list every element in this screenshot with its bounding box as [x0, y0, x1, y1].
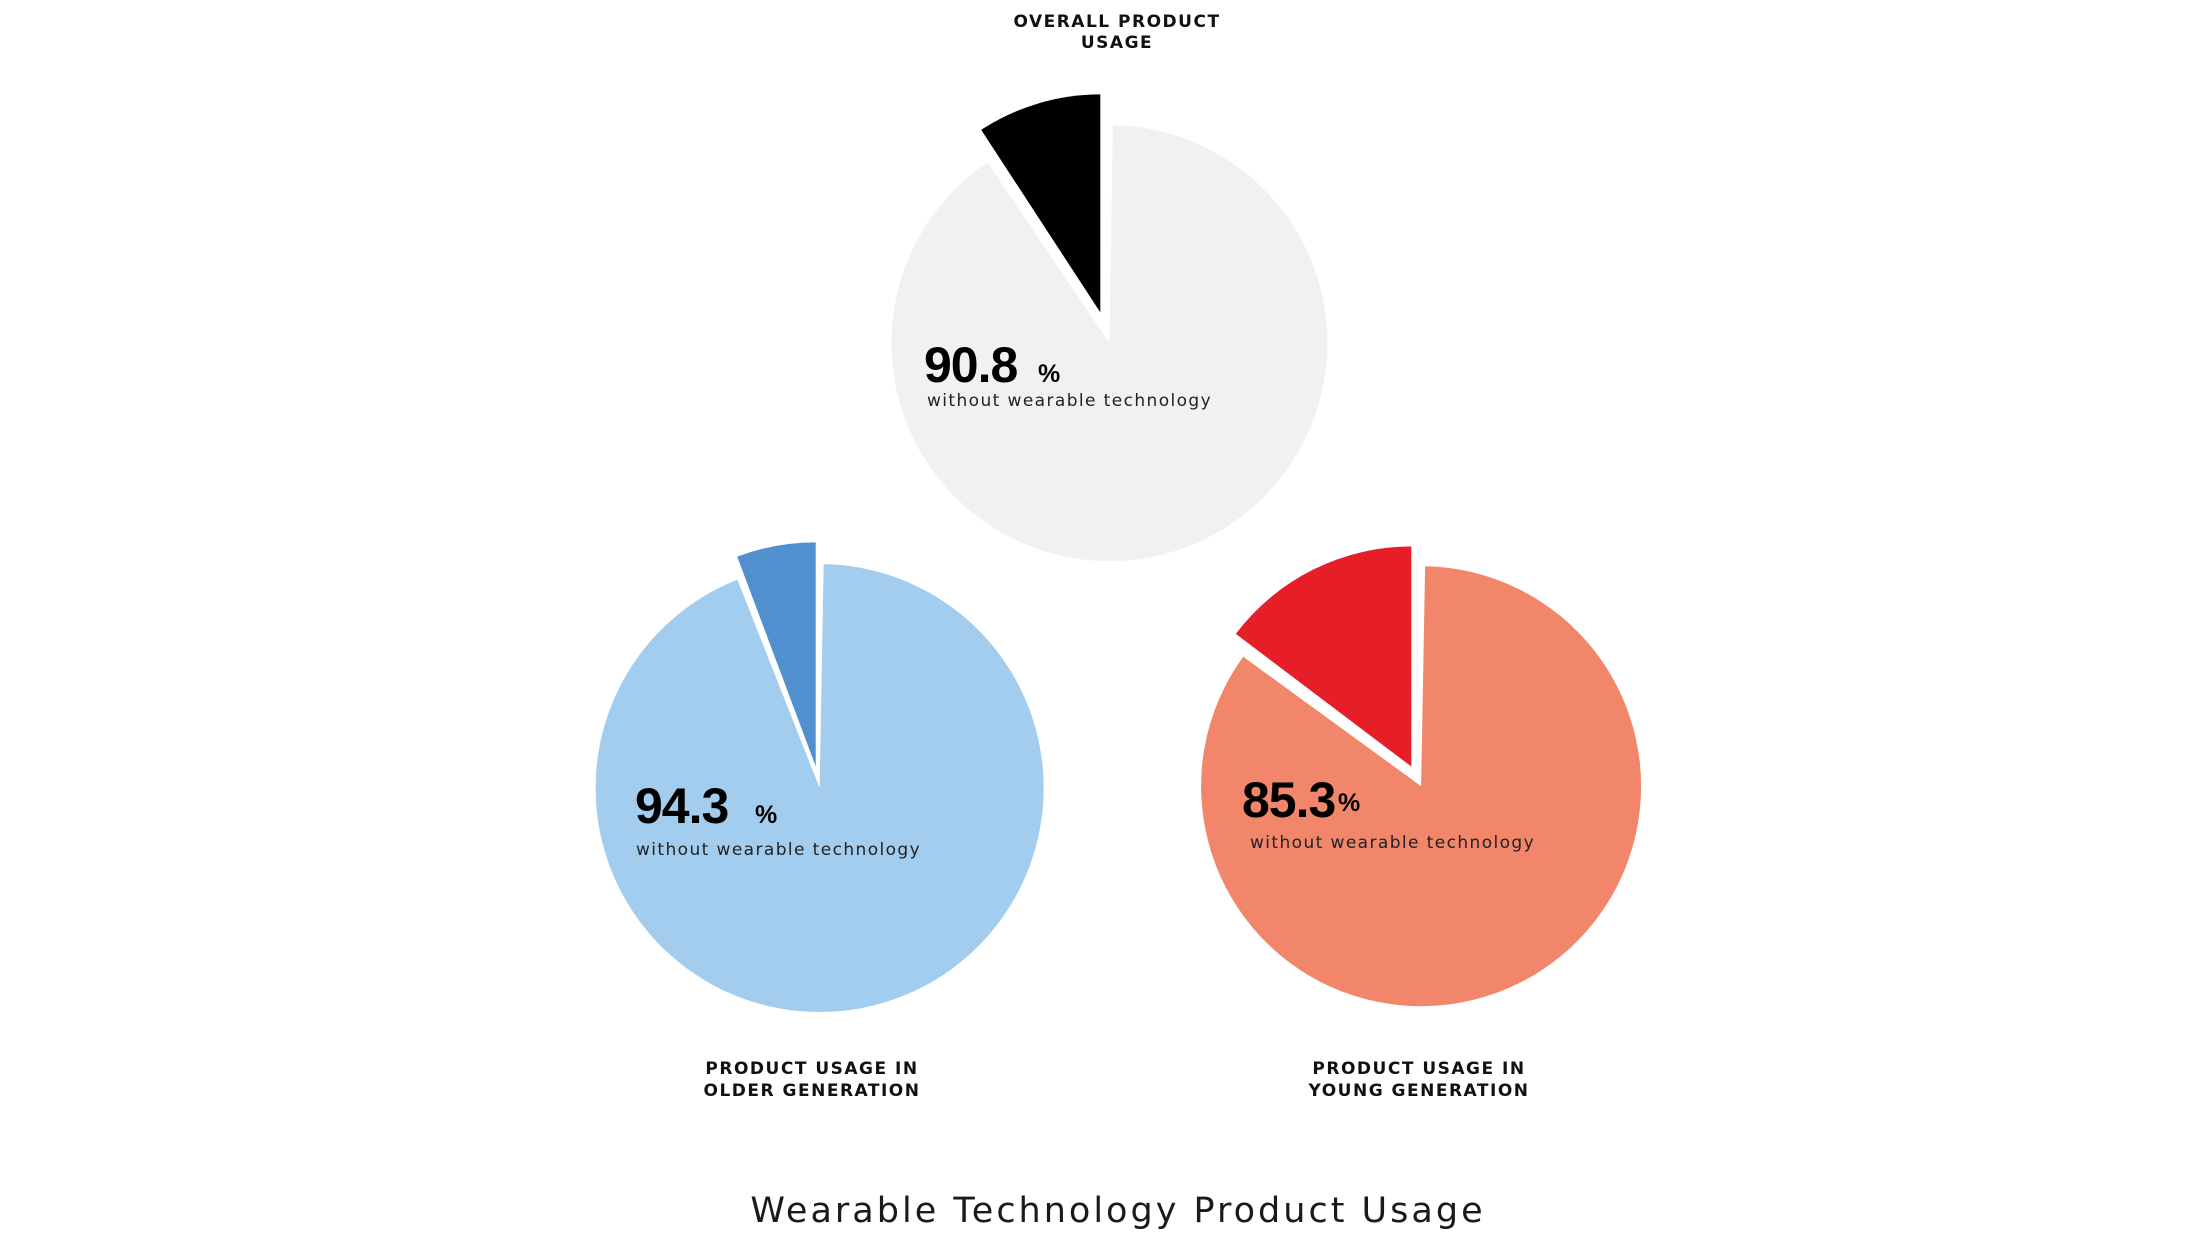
pie-overall-unit-label: % [1038, 360, 1060, 388]
chart-main-title: Wearable Technology Product Usage [750, 1191, 1485, 1231]
pie-older-unit-label: % [755, 801, 777, 829]
pie-older-title-line2: OLDER GENERATION [704, 1081, 921, 1101]
pie-young-slice-without-wearable [1201, 566, 1642, 1007]
pie-older-slice-with-wearable [737, 542, 816, 767]
pie-older-title-line1: PRODUCT USAGE IN [705, 1059, 918, 1079]
pie-young-value-label: 85.3 [1242, 772, 1335, 828]
pie-overall-caption: without wearable technology [927, 391, 1212, 411]
pie-overall-slice-with-wearable [981, 94, 1101, 313]
pie-young-title-line1: PRODUCT USAGE IN [1312, 1059, 1525, 1079]
pie-overall-slice-without-wearable [891, 125, 1328, 562]
pie-overall-value-label: 90.8 [924, 337, 1018, 393]
pie-older-generation: 94.3 % without wearable technology PRODU… [595, 542, 1044, 1101]
pie-overall: OVERALL PRODUCT USAGE 90.8 % without wea… [891, 12, 1328, 562]
pie-older-caption: without wearable technology [636, 840, 921, 860]
pie-young-caption: without wearable technology [1250, 833, 1535, 853]
pie-young-generation: 85.3 % without wearable technology PRODU… [1201, 546, 1642, 1101]
pie-young-slice-with-wearable [1235, 546, 1412, 767]
pie-overall-title-line2: USAGE [1081, 33, 1153, 53]
pie-young-title-line2: YOUNG GENERATION [1308, 1081, 1530, 1101]
pie-overall-title-line1: OVERALL PRODUCT [1013, 12, 1220, 32]
pie-older-slice-without-wearable [595, 564, 1044, 1013]
pie-young-unit-label: % [1338, 789, 1360, 817]
pie-older-value-label: 94.3 [635, 778, 728, 834]
